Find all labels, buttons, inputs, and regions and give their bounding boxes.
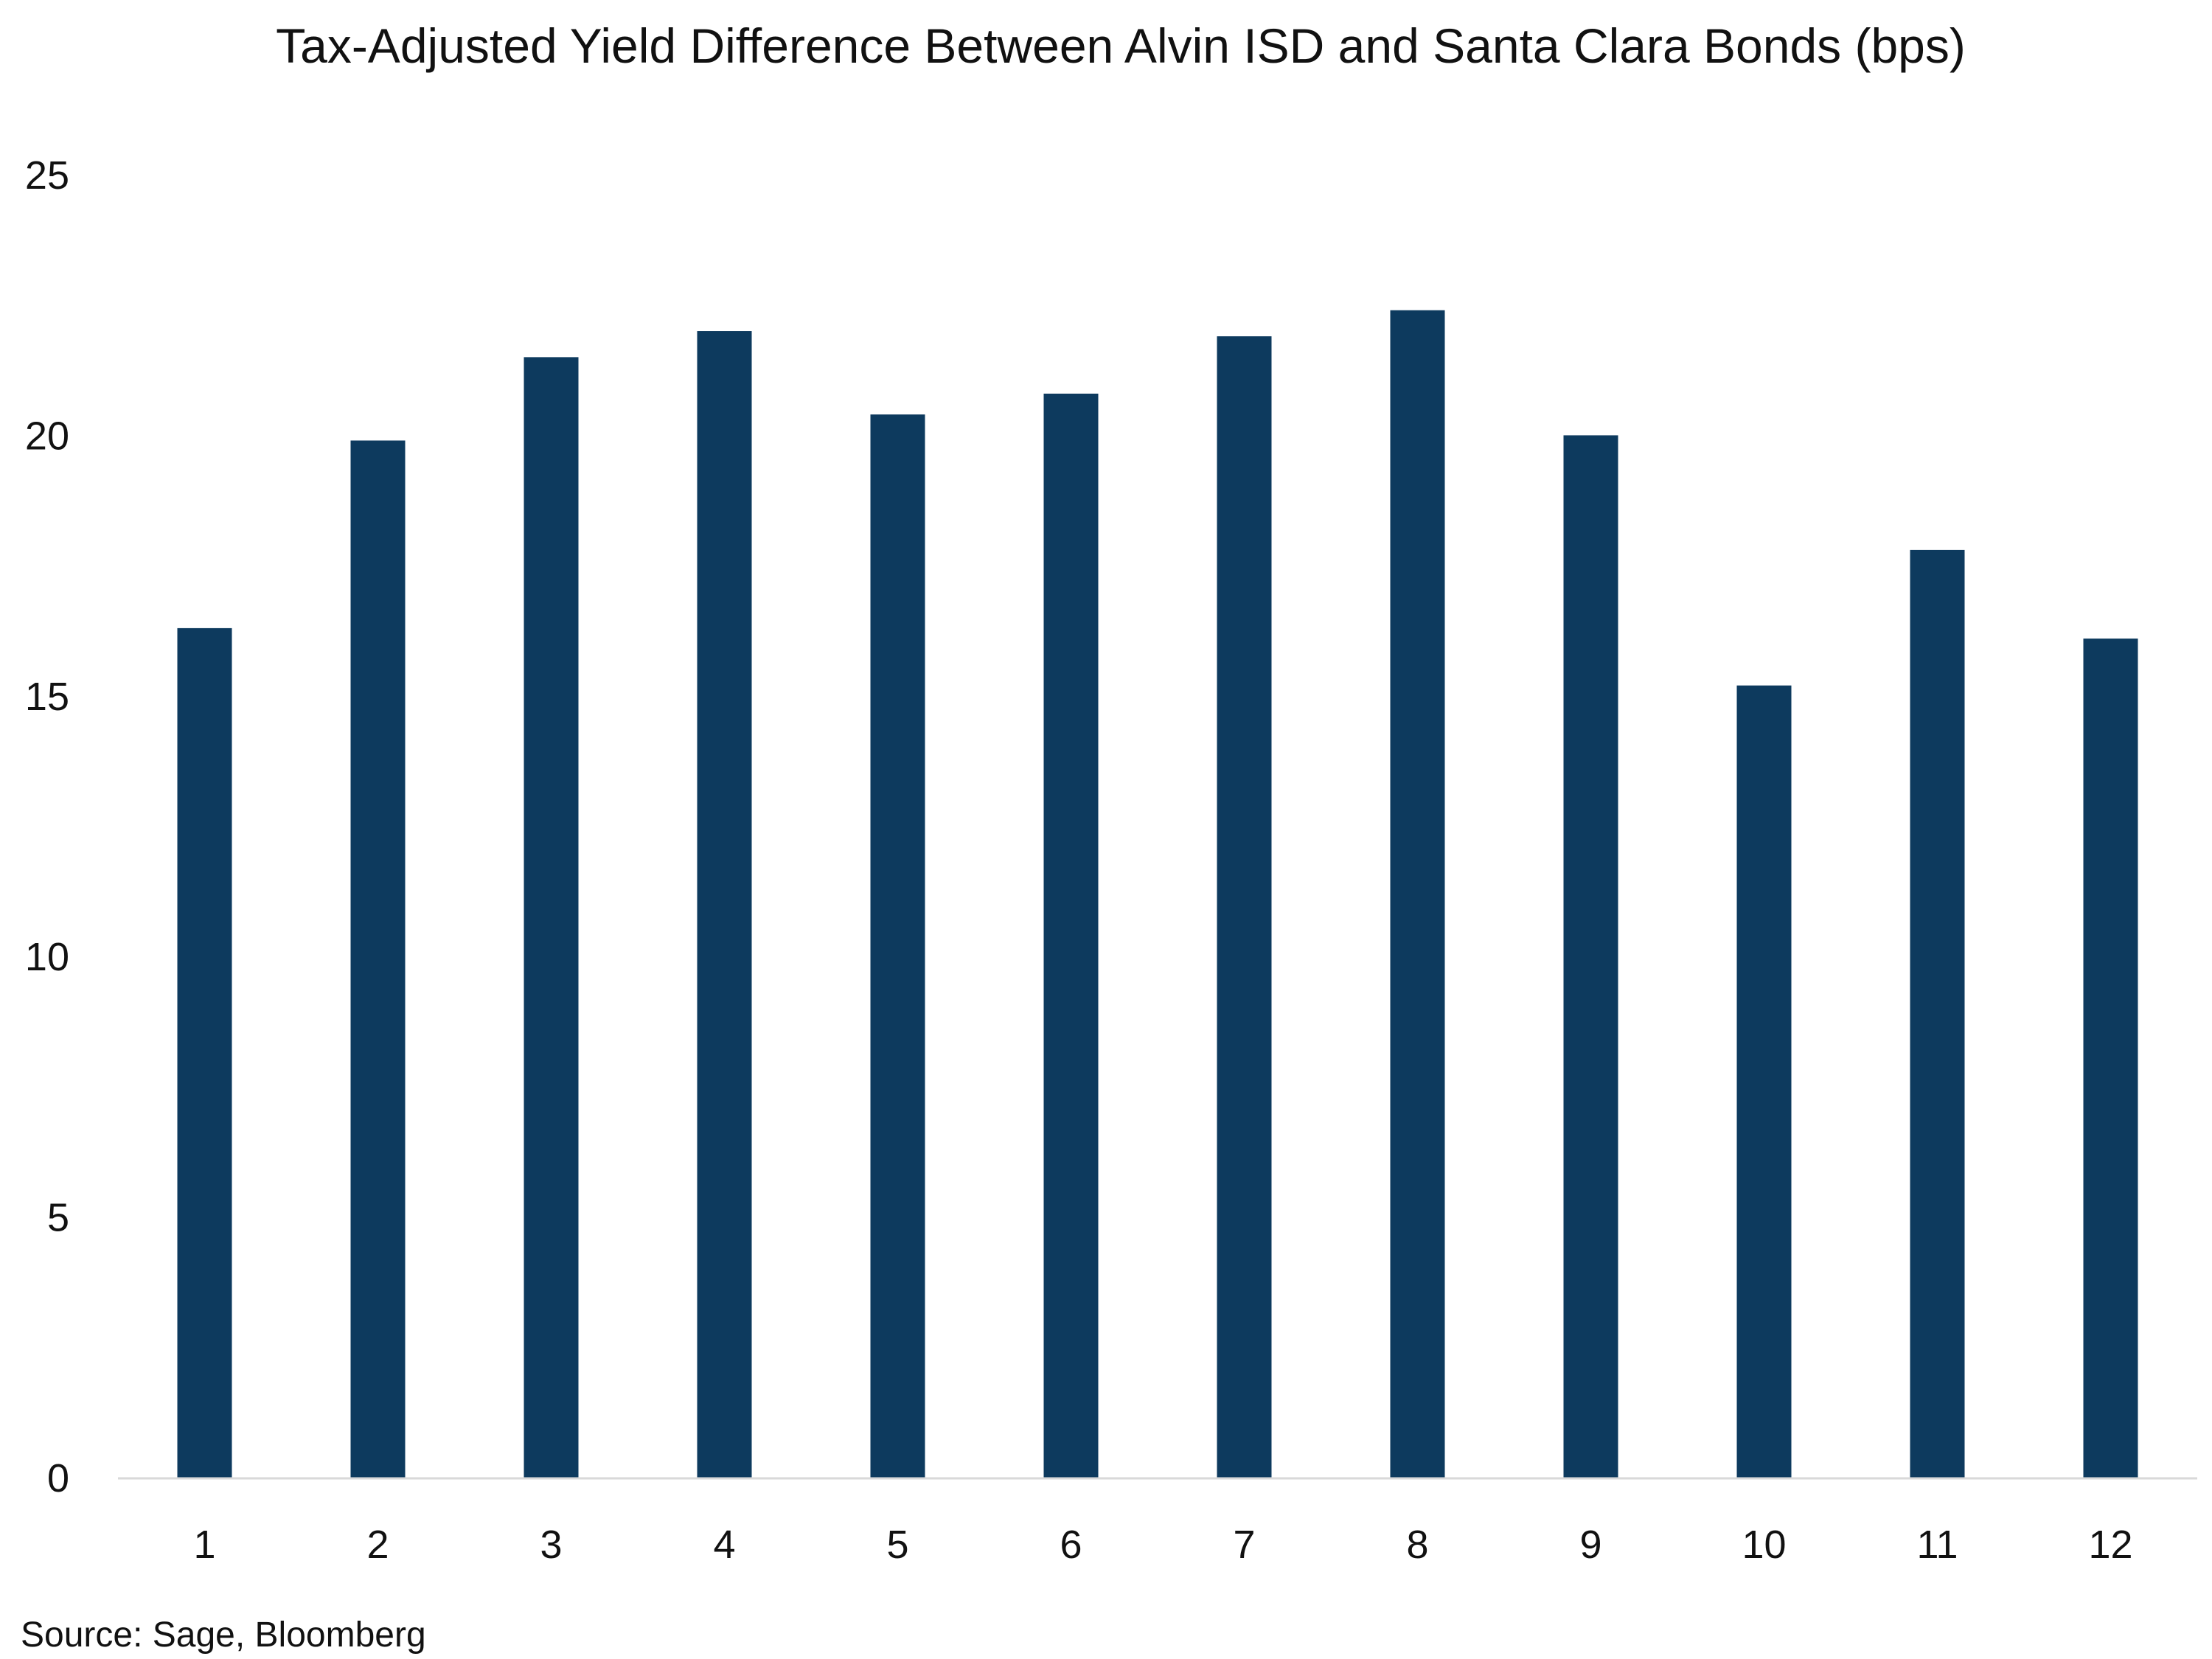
y-tick-label: 0 [47,1456,69,1500]
x-tick-label: 9 [1579,1523,1601,1567]
bar-12 [2083,639,2138,1478]
bar-4 [697,331,752,1478]
x-tick-label: 4 [713,1523,735,1567]
y-tick-label: 5 [47,1196,69,1240]
bar-2 [350,440,406,1478]
x-tick-label: 6 [1060,1523,1082,1567]
bar-10 [1736,685,1792,1478]
bar-9 [1563,435,1618,1478]
bar-6 [1043,393,1099,1478]
x-tick-label: 2 [366,1523,389,1567]
y-tick-label: 10 [25,935,69,979]
x-tick-label: 10 [1742,1523,1786,1567]
y-tick-label: 20 [25,414,69,458]
x-tick-label: 3 [540,1523,562,1567]
y-tick-label: 25 [25,153,69,198]
x-axis-tick-labels: 1 2 3 4 5 6 7 8 9 10 11 12 [193,1523,2132,1567]
x-tick-label: 1 [193,1523,215,1567]
chart-title: Tax-Adjusted Yield Difference Between Al… [276,18,1966,73]
bar-1 [177,627,232,1478]
bar-3 [524,357,579,1478]
x-tick-label: 5 [886,1523,908,1567]
source-note: Source: Sage, Bloomberg [21,1615,426,1655]
bar-7 [1217,336,1272,1478]
x-tick-label: 11 [1916,1523,1958,1567]
x-tick-label: 7 [1233,1523,1255,1567]
x-tick-label: 8 [1406,1523,1428,1567]
y-tick-label: 15 [25,675,69,719]
bar-11 [1910,549,1965,1478]
bar-5 [870,414,925,1478]
bars [177,310,2138,1478]
x-tick-label: 12 [2088,1523,2132,1567]
y-axis-tick-labels: 0 5 10 15 20 25 [25,153,69,1500]
bar-8 [1390,310,1445,1478]
